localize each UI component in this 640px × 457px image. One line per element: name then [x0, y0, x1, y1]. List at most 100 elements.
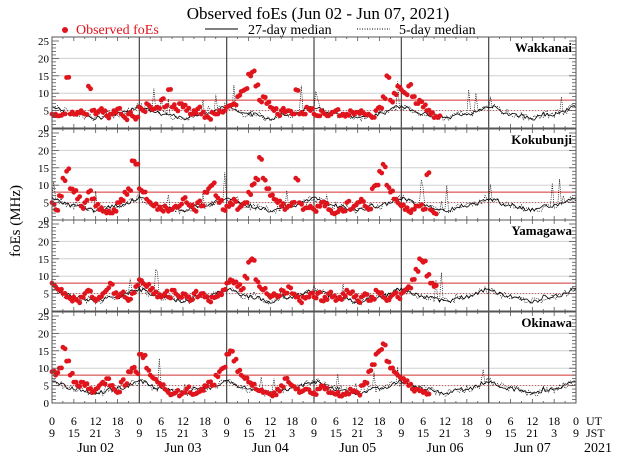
y-tick-label: 10 — [38, 271, 50, 283]
x-tick-label-jst: 21 — [526, 426, 538, 440]
observed-point — [91, 196, 97, 202]
observed-point — [84, 381, 90, 387]
observed-point — [204, 294, 210, 300]
y-tick-label: 5 — [44, 106, 50, 118]
observed-point — [430, 110, 435, 116]
x-tick-label-jst: 21 — [352, 426, 364, 440]
observed-point — [179, 295, 185, 300]
observed-point — [426, 272, 432, 277]
y-tick-label: 20 — [38, 236, 50, 248]
observed-point — [408, 381, 414, 387]
observed-point — [281, 105, 286, 111]
x-tick-label-jst: 9 — [136, 426, 142, 440]
observed-point — [142, 352, 148, 358]
x-tick-label-ut: 6 — [158, 414, 164, 428]
observed-point — [171, 102, 177, 108]
observed-point — [102, 108, 108, 114]
observed-point — [215, 195, 221, 201]
observed-point — [393, 290, 399, 295]
observed-point — [175, 108, 181, 114]
observed-point — [423, 206, 428, 212]
observed-point — [321, 298, 326, 304]
observed-point — [197, 198, 203, 204]
observed-point — [317, 289, 323, 295]
observed-point — [419, 202, 425, 208]
y-tick-label: 20 — [38, 328, 50, 340]
observed-point — [66, 358, 72, 364]
y-tick-label: 25 — [38, 219, 50, 231]
observed-point — [88, 86, 93, 92]
x-tick-label-ut: 6 — [71, 414, 77, 428]
observed-point — [375, 182, 381, 188]
observed-point — [233, 102, 239, 108]
observed-point — [364, 292, 370, 297]
x-tick-label-ut: 18 — [199, 414, 211, 428]
observed-point — [350, 289, 355, 294]
observed-point — [419, 99, 425, 105]
observed-point — [262, 285, 268, 291]
observed-point — [106, 376, 112, 382]
x-tick-label-ut: 6 — [333, 414, 339, 428]
observed-point — [433, 211, 439, 217]
y-tick-label: 10 — [38, 88, 50, 100]
observed-point — [423, 102, 428, 108]
observed-point — [237, 282, 243, 287]
x-tick-label-ut: 12 — [264, 414, 276, 428]
y-tick-label: 25 — [38, 311, 50, 323]
observed-point — [150, 285, 155, 291]
observed-point — [113, 208, 119, 214]
observed-point — [179, 201, 185, 207]
x-tick-label-jst: 3 — [115, 426, 121, 440]
observed-point — [404, 378, 410, 383]
observed-point — [62, 346, 68, 352]
observed-point — [423, 258, 428, 264]
observed-point — [80, 206, 86, 211]
observed-point — [382, 164, 388, 170]
observed-point — [426, 107, 432, 113]
observed-point — [241, 286, 246, 291]
observed-point — [255, 279, 261, 285]
x-tick-label-jst: 3 — [202, 426, 208, 440]
x-tick-label-jst: 15 — [243, 426, 255, 440]
observed-point — [135, 114, 141, 120]
observed-point — [84, 197, 90, 203]
observed-point — [317, 204, 323, 209]
observed-point — [393, 92, 399, 98]
observed-point — [372, 362, 377, 367]
observed-point — [324, 201, 330, 207]
observed-point — [379, 290, 385, 296]
observed-point — [124, 117, 130, 123]
observed-point — [230, 348, 235, 354]
observed-point — [168, 295, 174, 301]
observed-point — [379, 170, 385, 176]
observed-point — [215, 374, 221, 380]
ut-label: UT — [586, 414, 603, 428]
median-5day-line — [51, 172, 577, 215]
observed-point — [161, 96, 166, 101]
day-label: Jun 05 — [339, 441, 376, 456]
observed-point — [102, 381, 108, 387]
observed-point — [259, 99, 264, 105]
observed-point — [266, 99, 272, 105]
x-tick-label-ut: 6 — [508, 414, 514, 428]
x-tick-label-ut: 0 — [49, 414, 55, 428]
observed-point — [128, 188, 134, 194]
observed-point — [332, 293, 337, 299]
panel-wakkanai: 0 5 10 15 20 25 Wakkanai — [38, 36, 577, 135]
x-tick-label-ut: 12 — [439, 414, 451, 428]
observed-point — [153, 289, 159, 295]
x-tick-label-jst: 21 — [264, 426, 276, 440]
observed-point — [266, 186, 272, 192]
observed-point — [284, 290, 290, 296]
observed-point — [233, 199, 239, 205]
observed-point — [415, 269, 421, 274]
observed-point — [368, 368, 374, 373]
observed-point — [59, 286, 64, 292]
observed-point — [281, 201, 286, 207]
observed-point — [321, 199, 326, 205]
observed-point — [211, 382, 217, 388]
observed-point — [66, 74, 72, 80]
observed-point — [117, 105, 123, 111]
y-tick-label: 10 — [38, 363, 50, 375]
observed-point — [382, 342, 388, 348]
